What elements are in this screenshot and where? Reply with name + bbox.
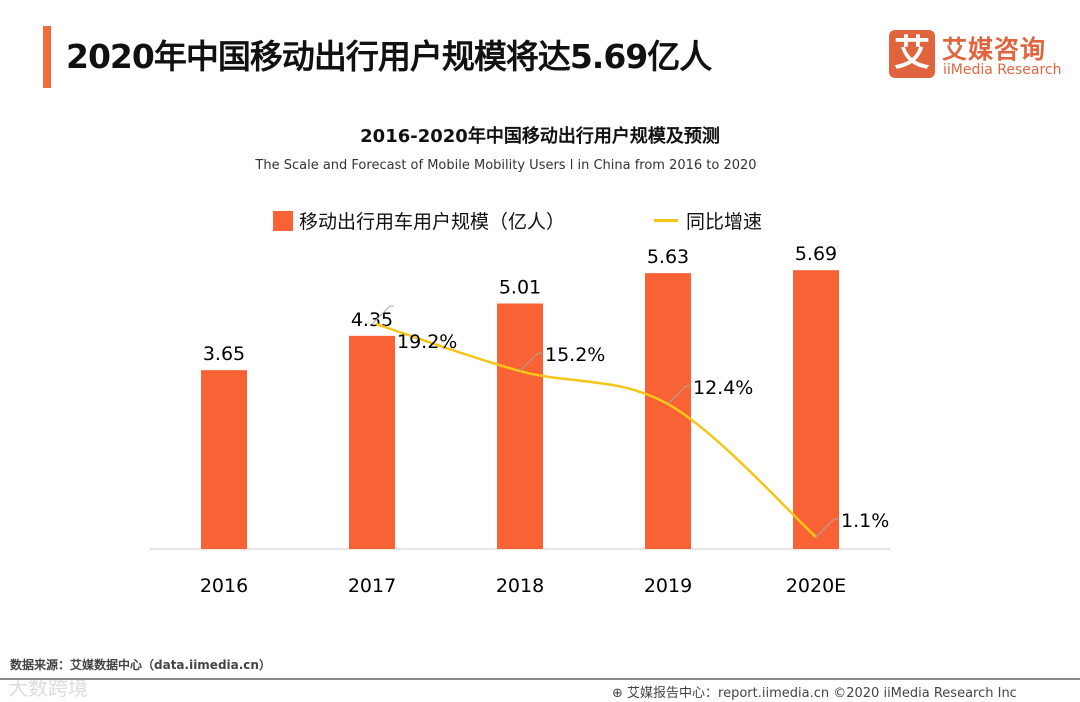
chart-title: 2016-2020年中国移动出行用户规模及预测	[360, 126, 720, 147]
growth-label: 19.2%	[397, 331, 457, 353]
logo-text-en: iiMedia Research	[943, 62, 1062, 78]
logo-mark-text: 艾	[893, 33, 930, 74]
x-tick-label: 2017	[348, 575, 396, 597]
growth-label: 1.1%	[841, 510, 889, 532]
footer-report: ⊕ 艾媒报告中心：report.iimedia.cn ©2020 iiMedia…	[612, 682, 1017, 701]
x-tick-label: 2018	[496, 575, 544, 597]
bar-value-label: 5.69	[795, 243, 837, 265]
footer-report-text: 艾媒报告中心：report.iimedia.cn ©2020 iiMedia R…	[627, 686, 1017, 701]
bar-value-label: 3.65	[203, 343, 245, 365]
bar	[349, 335, 395, 549]
data-source: 数据来源：艾媒数据中心（data.iimedia.cn）	[10, 658, 271, 672]
growth-line	[375, 322, 817, 538]
legend-line-swatch	[654, 219, 678, 222]
chart: 3.6520164.3520175.0120185.6320195.692020…	[150, 243, 890, 597]
bar	[645, 273, 691, 549]
bar	[497, 303, 543, 549]
globe-icon: ⊕	[612, 686, 628, 701]
bar-value-label: 5.01	[499, 277, 541, 299]
title-accent-bar	[43, 26, 51, 88]
bar-value-label: 5.63	[647, 246, 689, 268]
legend-bar-label: 移动出行用车用户规模（亿人）	[299, 211, 566, 233]
bar	[793, 270, 839, 549]
x-tick-label: 2020E	[786, 575, 846, 597]
x-tick-label: 2016	[200, 575, 248, 597]
chart-subtitle: The Scale and Forecast of Mobile Mobilit…	[255, 158, 757, 173]
footer-divider	[0, 678, 1080, 680]
logo-text-cn: 艾媒咨询	[942, 35, 1047, 64]
watermark: 大数跨境	[8, 676, 88, 700]
leader-line	[815, 518, 838, 538]
leader-line	[519, 352, 542, 372]
bar	[201, 370, 247, 549]
leader-line	[667, 385, 690, 405]
growth-label: 15.2%	[545, 344, 605, 366]
leader-line	[371, 305, 394, 325]
legend-line: 同比增速	[654, 207, 762, 234]
x-tick-label: 2019	[644, 575, 692, 597]
growth-label: 12.4%	[693, 377, 753, 399]
legend-bar: 移动出行用车用户规模（亿人）	[273, 207, 565, 234]
logo-mark: 艾	[889, 30, 935, 78]
page-title: 2020年中国移动出行用户规模将达5.69亿人	[66, 37, 712, 76]
legend-bar-swatch	[273, 210, 293, 231]
legend-line-label: 同比增速	[686, 211, 763, 233]
